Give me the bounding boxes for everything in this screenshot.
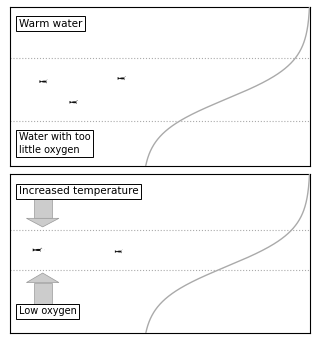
Polygon shape xyxy=(46,82,48,83)
Polygon shape xyxy=(27,273,59,282)
Polygon shape xyxy=(121,252,123,253)
Polygon shape xyxy=(39,80,42,83)
Polygon shape xyxy=(115,250,118,253)
Bar xyxy=(34,282,52,305)
Polygon shape xyxy=(40,248,43,249)
Polygon shape xyxy=(35,249,44,251)
Polygon shape xyxy=(69,101,72,104)
Text: Increased temperature: Increased temperature xyxy=(19,186,138,196)
Polygon shape xyxy=(72,101,80,103)
Bar xyxy=(34,198,52,218)
Polygon shape xyxy=(76,103,78,104)
Text: Water with too
little oxygen: Water with too little oxygen xyxy=(19,132,90,155)
Polygon shape xyxy=(42,81,50,82)
Polygon shape xyxy=(117,251,125,252)
Polygon shape xyxy=(117,77,120,80)
Polygon shape xyxy=(40,251,42,252)
Text: Low oxygen: Low oxygen xyxy=(19,306,76,316)
Polygon shape xyxy=(76,100,78,101)
Polygon shape xyxy=(124,76,126,77)
Polygon shape xyxy=(33,248,36,251)
Polygon shape xyxy=(27,218,59,227)
Polygon shape xyxy=(124,79,126,80)
Text: Warm water: Warm water xyxy=(19,18,82,28)
Polygon shape xyxy=(120,78,128,79)
